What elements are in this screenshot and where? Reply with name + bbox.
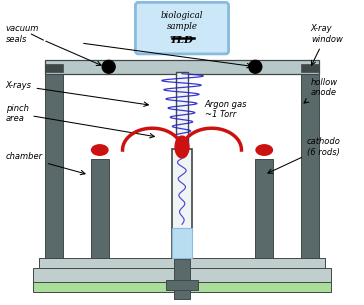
Bar <box>172 149 192 258</box>
Bar <box>45 60 319 74</box>
Circle shape <box>249 60 262 73</box>
Circle shape <box>102 60 115 73</box>
Text: X-ray
window: X-ray window <box>311 24 343 65</box>
Ellipse shape <box>91 144 109 156</box>
Bar <box>39 258 325 268</box>
Bar <box>301 64 319 72</box>
Bar <box>166 280 198 290</box>
Bar <box>91 159 109 258</box>
Text: pinch
area: pinch area <box>5 104 154 138</box>
Bar <box>33 282 331 292</box>
Bar <box>172 228 192 258</box>
Ellipse shape <box>255 144 273 156</box>
Text: hollow
anode: hollow anode <box>304 78 338 103</box>
Text: Argon gas
~1 Torr: Argon gas ~1 Torr <box>205 100 247 119</box>
Bar <box>45 74 63 258</box>
Text: cathodo
(6 rods): cathodo (6 rods) <box>268 137 341 173</box>
FancyBboxPatch shape <box>135 2 229 54</box>
Text: vacuum
seals: vacuum seals <box>5 24 39 44</box>
Bar <box>33 268 331 282</box>
Text: biological
sample: biological sample <box>161 11 203 31</box>
Polygon shape <box>175 136 189 158</box>
Bar <box>176 72 188 149</box>
Text: X-rays: X-rays <box>5 81 149 106</box>
Text: TLD: TLD <box>170 36 194 45</box>
Bar <box>174 259 190 299</box>
Text: chamber: chamber <box>5 152 85 175</box>
Bar <box>45 64 63 72</box>
Bar <box>255 159 273 258</box>
Bar <box>301 74 319 258</box>
